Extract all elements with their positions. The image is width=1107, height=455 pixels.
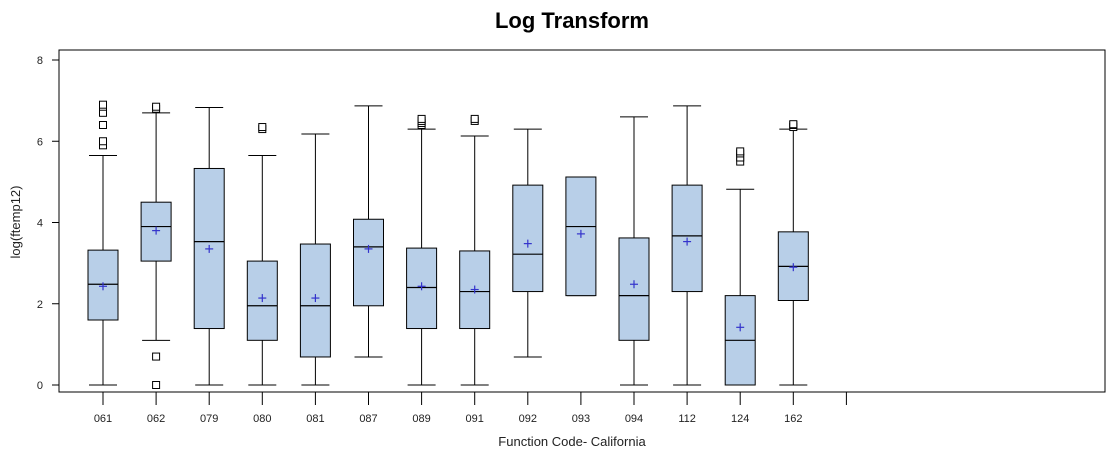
x-tick-label: 162 bbox=[784, 413, 802, 425]
box-092 bbox=[512, 128, 544, 358]
y-tick-label: 4 bbox=[37, 218, 43, 230]
outlier-point bbox=[736, 147, 745, 156]
iqr-box bbox=[353, 218, 384, 307]
y-tick-label: 6 bbox=[37, 136, 43, 148]
box-112 bbox=[671, 105, 703, 386]
box-162 bbox=[777, 120, 809, 386]
y-tick-label: 0 bbox=[37, 380, 43, 392]
box-061 bbox=[87, 100, 119, 386]
x-tick-label: 091 bbox=[466, 413, 484, 425]
x-tick-label: 079 bbox=[200, 413, 218, 425]
x-axis: 061 062 079 080 081 087 089 091 092 093 094 112 124 1… bbox=[94, 392, 847, 425]
x-axis-label: Function Code- California bbox=[498, 434, 646, 449]
outlier-point bbox=[417, 114, 426, 123]
x-tick-label: 094 bbox=[625, 413, 643, 425]
outlier-point bbox=[789, 120, 798, 129]
y-tick-label: 8 bbox=[37, 55, 43, 67]
x-tick-label: 093 bbox=[572, 413, 590, 425]
outlier-point bbox=[99, 137, 107, 146]
box-062 bbox=[140, 102, 172, 389]
outlier-point bbox=[152, 352, 161, 361]
x-tick-label: 062 bbox=[147, 413, 165, 425]
outlier-point bbox=[258, 123, 267, 132]
y-axis-label: log(ftemp12) bbox=[8, 186, 23, 259]
x-tick-label: 092 bbox=[519, 413, 537, 425]
iqr-box bbox=[406, 247, 438, 330]
iqr-box bbox=[140, 201, 172, 262]
iqr-box bbox=[618, 237, 650, 341]
outlier-point bbox=[99, 121, 107, 129]
box-124 bbox=[724, 147, 756, 386]
boxes-layer bbox=[87, 100, 809, 389]
box-080 bbox=[246, 123, 278, 386]
box-089 bbox=[406, 114, 438, 386]
x-tick-label: 112 bbox=[678, 413, 696, 425]
iqr-box bbox=[512, 184, 544, 293]
outlier-point bbox=[470, 114, 479, 123]
x-tick-label: 089 bbox=[412, 413, 430, 425]
outlier-point bbox=[152, 381, 161, 389]
iqr-box bbox=[87, 249, 119, 321]
box-087 bbox=[353, 105, 384, 358]
box-091 bbox=[459, 114, 491, 386]
x-tick-label: 124 bbox=[731, 413, 749, 425]
box-079 bbox=[193, 107, 225, 386]
x-tick-label: 061 bbox=[94, 413, 112, 425]
box-094 bbox=[618, 116, 650, 386]
x-tick-label: 080 bbox=[253, 413, 271, 425]
chart-title: Log Transform bbox=[495, 8, 649, 33]
y-tick-label: 2 bbox=[37, 299, 43, 311]
x-tick-label: 087 bbox=[359, 413, 377, 425]
box-081 bbox=[299, 133, 331, 386]
box-093 bbox=[565, 176, 597, 297]
y-axis: 0 2 4 6 8 bbox=[37, 55, 60, 392]
outlier-point bbox=[99, 100, 107, 109]
outlier-point bbox=[152, 102, 161, 111]
x-tick-label: 081 bbox=[306, 413, 324, 425]
